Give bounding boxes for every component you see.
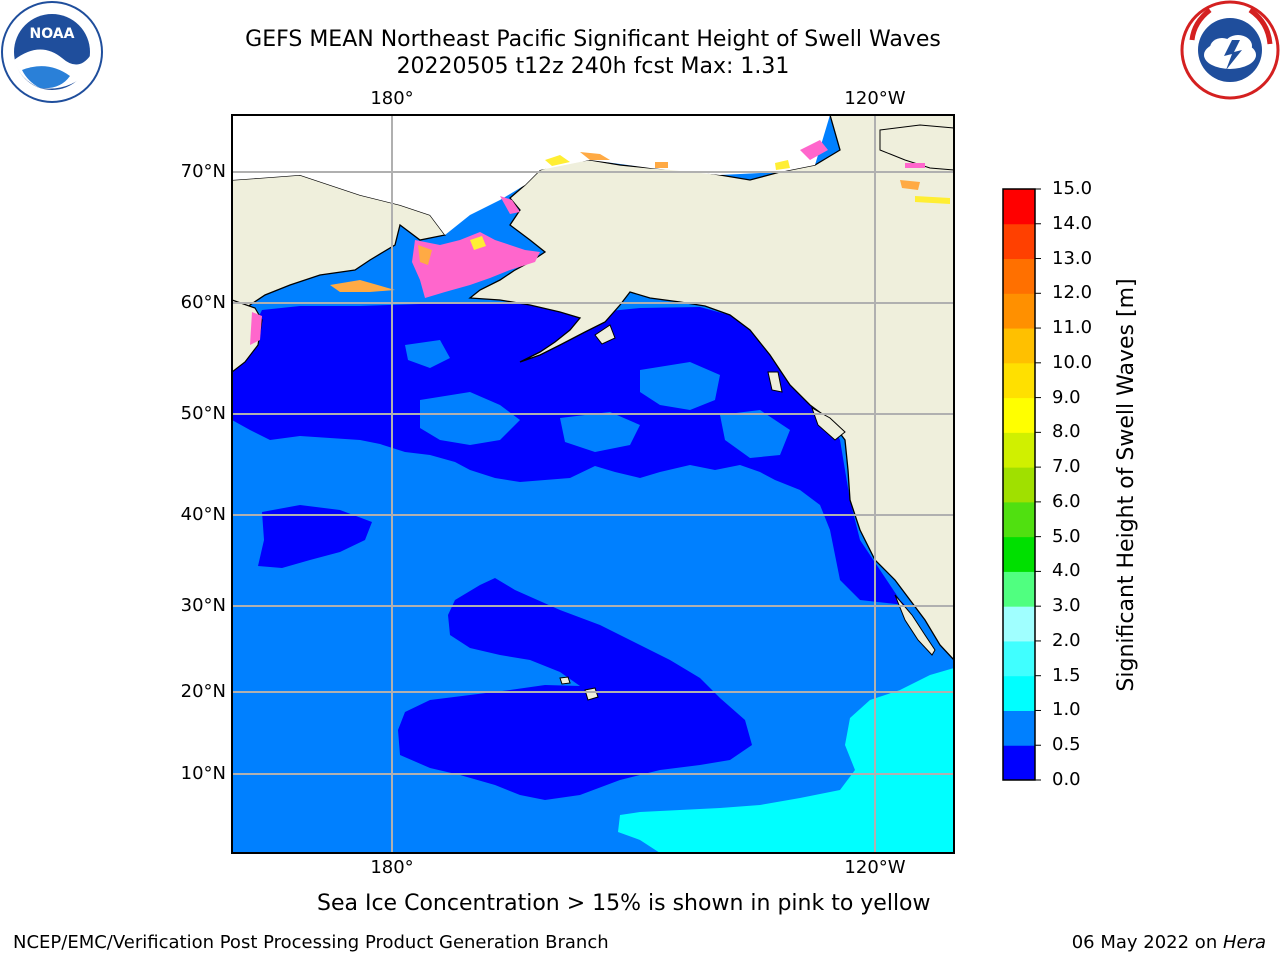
swell-patch-4 <box>720 410 790 458</box>
footer-date-text: 06 May 2022 on <box>1071 932 1223 953</box>
colorbar-tick-label: 3.0 <box>1052 595 1081 617</box>
colorbar-cell <box>1003 432 1035 468</box>
noaa-logo-text: NOAA <box>30 26 75 42</box>
land-vancouver-island <box>811 406 846 441</box>
lon-label-bottom-120w: 120°W <box>844 857 906 878</box>
swell-patch-1 <box>420 392 520 445</box>
swell-field-0-0.5-central <box>398 578 752 800</box>
map-title: GEFS MEAN Northeast Pacific Significant … <box>245 27 941 52</box>
swell-patch-3 <box>560 412 640 452</box>
colorbar-title: Significant Height of Swell Waves [m] <box>1114 278 1139 692</box>
colorbar-tick-label: 0.0 <box>1052 769 1081 790</box>
land-north-america <box>468 115 954 661</box>
land-kodiak <box>594 324 616 345</box>
map-frame <box>231 114 955 854</box>
lat-label-30n: 30°N <box>180 595 226 616</box>
colorbar-cell <box>1003 710 1035 746</box>
colorbar-cell <box>1003 536 1035 572</box>
footer-machine: Hera <box>1222 932 1266 953</box>
colorbar-cell <box>1003 189 1035 225</box>
colorbar-tick-label: 7.0 <box>1052 456 1081 478</box>
lon-label-top-180: 180° <box>370 88 414 109</box>
sea-ice <box>250 140 950 345</box>
colorbar-tick-label: 13.0 <box>1052 247 1093 269</box>
colorbar-cell <box>1003 293 1035 329</box>
footer-credit: NCEP/EMC/Verification Post Processing Pr… <box>13 932 609 953</box>
colorbar-cell <box>1003 258 1035 294</box>
colorbar-tick-label: 10.0 <box>1052 351 1093 373</box>
arctic-ocean-no-data <box>232 115 830 235</box>
colorbar-tick-label: 1.0 <box>1052 699 1081 721</box>
gridlines <box>232 115 954 853</box>
national-weather-service-logo <box>1180 0 1280 100</box>
sea-ice-note: Sea Ice Concentration > 15% is shown in … <box>317 891 931 916</box>
colorbar-cell <box>1003 501 1035 538</box>
colorbar-frame <box>1002 188 1036 781</box>
colorbar-cell <box>1003 745 1035 781</box>
colorbar-tick-label: 9.0 <box>1052 386 1081 408</box>
land-baja <box>894 594 936 656</box>
footer-date: 06 May 2022 on Hera <box>1072 932 1266 953</box>
lat-label-20n: 20°N <box>180 681 226 702</box>
colorbar-tick-label: 6.0 <box>1052 490 1081 512</box>
lat-label-10n: 10°N <box>180 763 226 784</box>
colorbar-cell <box>1003 397 1035 433</box>
colorbar-tick-label: 14.0 <box>1052 212 1093 234</box>
land-queen-charlotte <box>767 371 783 393</box>
lon-label-top-120w: 120°W <box>844 88 906 109</box>
colorbar-tick-label: 5.0 <box>1052 525 1081 547</box>
land-arctic-island <box>879 124 954 171</box>
colorbar-tick-label: 8.0 <box>1052 421 1081 443</box>
colorbar-cell <box>1003 328 1035 364</box>
colorbar-tick-label: 0.5 <box>1052 734 1081 756</box>
lat-label-50n: 50°N <box>180 403 226 424</box>
swell-patch-5 <box>405 340 450 368</box>
swell-field-0-0.5-west <box>258 505 372 568</box>
lat-label-70n: 70°N <box>180 161 226 182</box>
colorbar-cell <box>1003 640 1035 677</box>
colorbar-cell <box>1003 467 1035 503</box>
swell-field-1.0-1.5 <box>618 668 954 853</box>
lon-label-bottom-180: 180° <box>370 857 414 878</box>
colorbar-cell <box>1003 675 1035 711</box>
swell-patch-2 <box>640 362 720 410</box>
lat-label-40n: 40°N <box>180 504 226 525</box>
colorbar-cell <box>1003 223 1035 260</box>
colorbar-tick-label: 1.5 <box>1052 664 1081 686</box>
noaa-logo: NOAA <box>1 1 103 103</box>
lat-label-60n: 60°N <box>180 292 226 313</box>
colorbar-tick-label: 15.0 <box>1052 178 1093 199</box>
land-hawaii-small <box>559 676 571 685</box>
colorbar-tick-label: 12.0 <box>1052 282 1093 304</box>
colorbar-tick-label: 4.0 <box>1052 560 1081 582</box>
map-subtitle: 20220505 t12z 240h fcst Max: 1.31 <box>396 54 790 79</box>
colorbar-cell <box>1003 571 1035 607</box>
colorbar-cell <box>1003 362 1035 399</box>
colorbar-tick-label: 11.0 <box>1052 317 1093 339</box>
colorbar-tick-label: 2.0 <box>1052 629 1081 651</box>
swell-field-0-0.5-north <box>232 302 905 605</box>
colorbar-cell <box>1003 606 1035 642</box>
